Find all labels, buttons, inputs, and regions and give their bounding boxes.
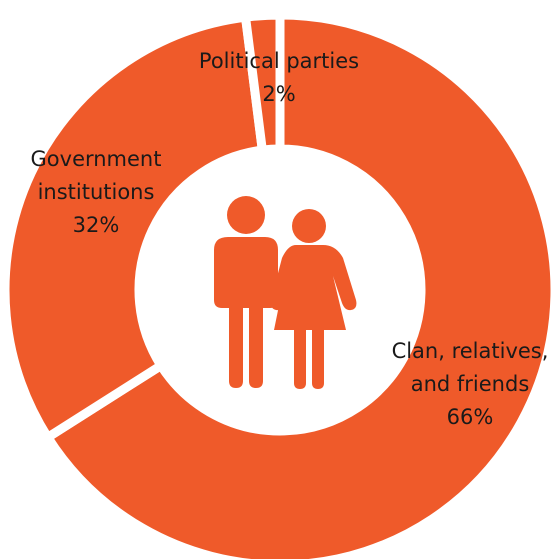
slice-label-1-line-0: Government [31, 147, 162, 171]
slice-label-0-line-1: and friends [411, 372, 530, 396]
slice-label-0-line-0: Clan, relatives, [392, 339, 549, 363]
slice-label-1-line-1: institutions [38, 180, 155, 204]
donut-slices [0, 10, 560, 559]
slice-0 [41, 10, 560, 559]
slice-2 [240, 10, 285, 156]
slice-value-1: 32% [73, 213, 120, 237]
slice-labels: Clan, relatives, and friends 66% Government… [31, 49, 549, 429]
slice-1 [0, 12, 268, 444]
couple-icon [214, 196, 357, 389]
slice-label-2-line-0: Political parties [199, 49, 359, 73]
slice-value-0: 66% [447, 405, 494, 429]
slice-value-2: 2% [262, 82, 295, 106]
